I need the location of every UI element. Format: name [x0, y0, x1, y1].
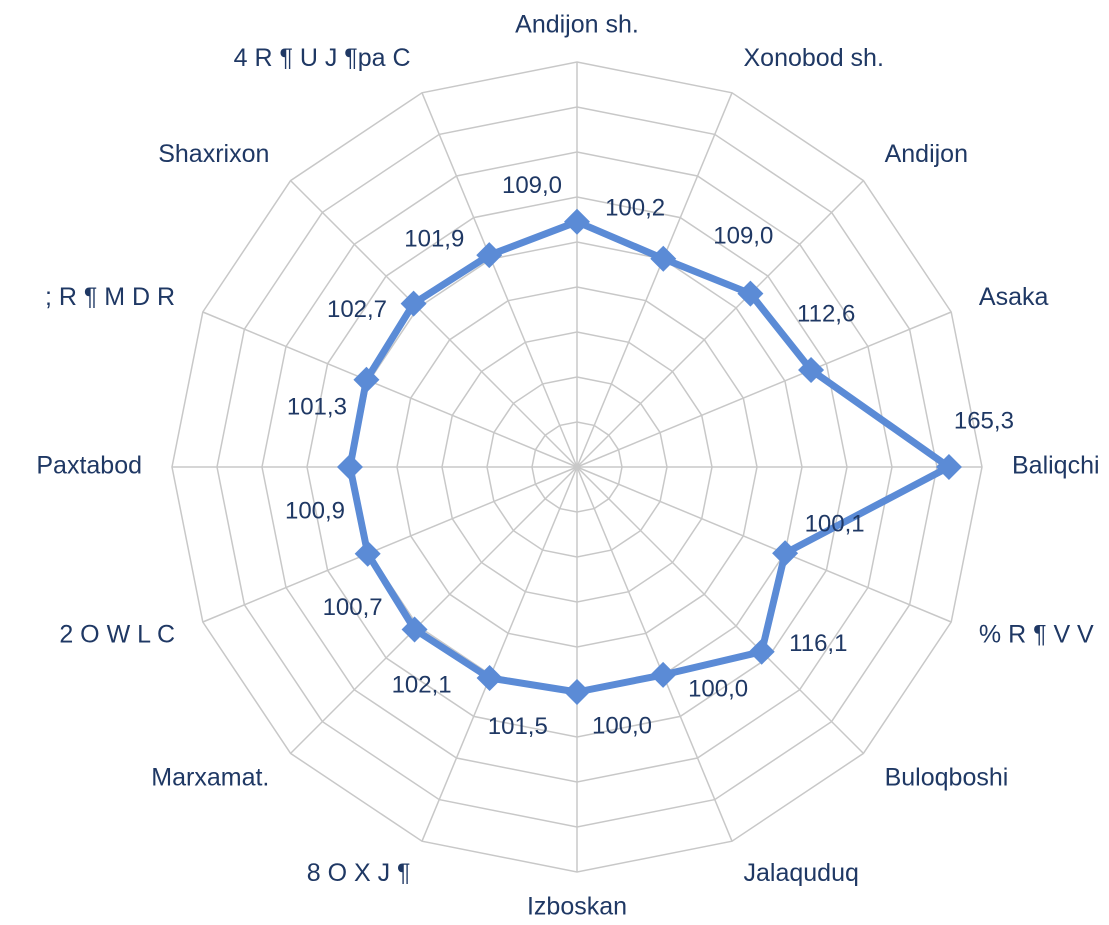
data-point-marker: [737, 280, 764, 307]
category-labels: Andijon sh. Xonobod sh. Andijon Asaka Baliqc…: [36, 11, 1099, 921]
axis-spoke: [202, 466, 578, 623]
axis-spoke: [576, 466, 864, 754]
data-point-marker: [336, 454, 363, 480]
value-label: 102,7: [327, 296, 387, 323]
data-point-marker: [772, 540, 799, 567]
axis-spoke: [202, 311, 578, 468]
value-label: 116,1: [789, 630, 847, 657]
data-point-marker: [400, 290, 427, 317]
category-label: 4 R ¶ U J ¶pa C: [234, 44, 411, 72]
value-label: 100,0: [592, 712, 652, 739]
radar-markers: [336, 208, 962, 705]
data-point-marker: [401, 616, 428, 643]
value-label: 100,9: [285, 497, 345, 524]
data-point-marker: [650, 661, 677, 688]
value-label: 100,1: [805, 510, 865, 537]
value-label: 100,7: [323, 594, 383, 621]
category-label: ; R ¶ M D R: [45, 283, 175, 311]
value-label: 102,1: [392, 671, 452, 698]
category-label: 2 O W L C: [59, 620, 175, 648]
category-label: 8 O X J ¶: [307, 859, 411, 887]
category-label: Marxamat.: [151, 763, 269, 791]
data-point-marker: [354, 540, 381, 567]
category-label: Paxtabod: [36, 452, 142, 480]
category-label: Andijon: [885, 140, 968, 168]
value-label: 109,0: [502, 172, 562, 199]
value-label: 165,3: [954, 407, 1014, 434]
value-labels: 109,0 100,2 109,0 112,6 165,3 100,1 116,1 100,0…: [285, 172, 1014, 740]
axis-spoke: [576, 311, 952, 468]
data-point-marker: [564, 679, 590, 705]
data-point-marker: [748, 638, 775, 665]
category-label: Xonobod sh.: [744, 44, 884, 72]
data-point-marker: [564, 208, 590, 235]
value-label: 112,6: [797, 300, 855, 327]
category-label: Jalaquduq: [744, 859, 859, 887]
axis-spoke: [576, 180, 864, 468]
category-label: Shaxrixon: [158, 140, 269, 168]
axis-spoke: [290, 466, 578, 754]
axis-spoke: [421, 92, 578, 468]
data-point-marker: [476, 664, 503, 691]
radar-grid: [171, 61, 983, 873]
category-label: Andijon sh.: [515, 11, 639, 39]
data-point-marker: [353, 366, 380, 393]
value-label: 100,2: [605, 195, 665, 222]
data-point-marker: [650, 245, 677, 272]
value-label: 109,0: [713, 222, 773, 249]
data-point-marker: [476, 242, 503, 269]
category-label: Buloqboshi: [885, 763, 1009, 791]
value-label: 101,3: [287, 393, 347, 420]
axis-spoke: [576, 92, 733, 468]
category-label: Asaka: [979, 283, 1049, 311]
category-label: % R ¶ V V: [979, 620, 1094, 648]
axis-spoke: [290, 180, 578, 468]
axis-spoke: [576, 466, 952, 623]
value-label: 101,5: [488, 713, 548, 740]
axis-spoke: [576, 466, 733, 842]
category-label: Izboskan: [527, 893, 627, 921]
value-label: 101,9: [404, 225, 464, 252]
axis-spoke: [421, 466, 578, 842]
data-point-marker: [935, 454, 962, 480]
category-label: Baliqchi: [1012, 452, 1100, 480]
data-point-marker: [798, 357, 825, 384]
value-label: 100,0: [688, 675, 748, 702]
